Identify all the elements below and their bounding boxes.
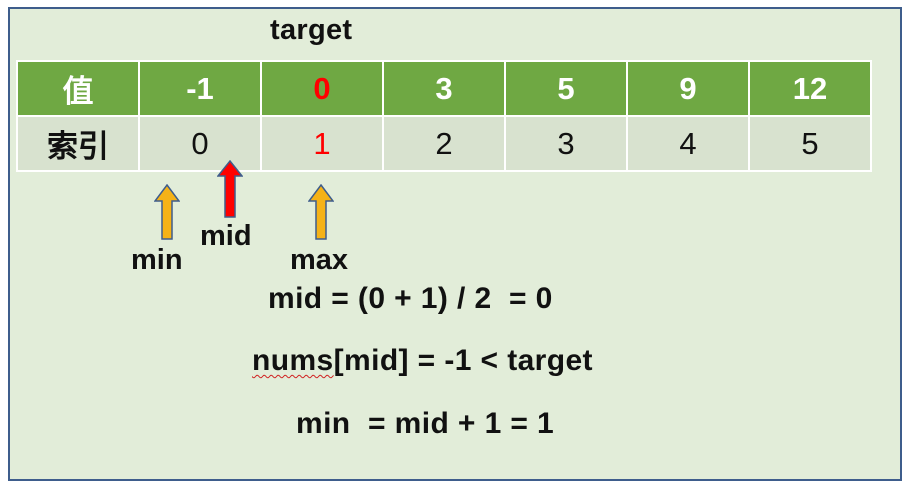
target-label: target [270, 14, 353, 46]
index-cell: 4 [626, 115, 750, 172]
compare-rest: [mid] = -1 < target [333, 344, 593, 377]
equation-mid-calc: mid = (0 + 1) / 2 = 0 [268, 282, 553, 315]
value-cell: 5 [504, 60, 628, 117]
value-cell: 12 [748, 60, 872, 117]
index-header: 索引 [16, 115, 140, 172]
min-pointer-label: min [131, 244, 183, 276]
nums-word: nums [252, 344, 334, 377]
value-cell-highlighted: 0 [260, 60, 384, 117]
mid-pointer-label: mid [200, 220, 252, 252]
value-cell: 3 [382, 60, 506, 117]
index-cell: 0 [138, 115, 262, 172]
indexes-row: 索引 0 1 2 3 4 5 [16, 115, 872, 172]
values-row: 值 -1 0 3 5 9 12 [16, 60, 872, 117]
array-table: 值 -1 0 3 5 9 12 索引 0 1 2 3 4 5 [16, 60, 872, 172]
index-cell-highlighted: 1 [260, 115, 384, 172]
equation-compare: nums[mid] = -1 < target [252, 344, 593, 378]
min-arrow-icon [154, 184, 180, 240]
value-cell: 9 [626, 60, 750, 117]
value-cell: -1 [138, 60, 262, 117]
index-cell: 2 [382, 115, 506, 172]
max-arrow-icon [308, 184, 334, 240]
max-pointer-label: max [290, 244, 349, 276]
index-cell: 5 [748, 115, 872, 172]
mid-arrow-icon [217, 160, 243, 218]
value-header: 值 [16, 60, 140, 117]
index-cell: 3 [504, 115, 628, 172]
equation-min-update: min = mid + 1 = 1 [296, 407, 555, 440]
